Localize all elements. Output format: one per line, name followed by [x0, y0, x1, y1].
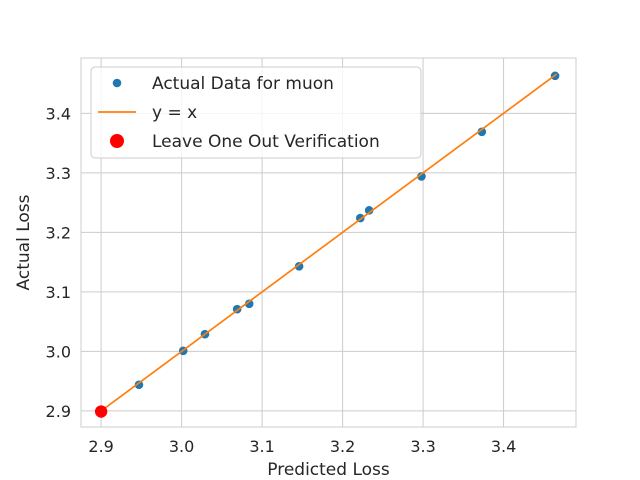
legend-marker-swatch [112, 78, 122, 88]
series-layer [94, 71, 560, 418]
x-axis-label: Predicted Loss [267, 460, 390, 480]
y-tick-label: 3.3 [46, 164, 71, 183]
legend-label: y = x [152, 103, 197, 123]
y-axis: 2.9 3.0 3.1 3.2 3.3 3.4 [46, 104, 71, 421]
x-tick-label: 3.1 [249, 437, 274, 456]
y-tick-label: 3.2 [46, 223, 71, 242]
plot-frame [80, 57, 577, 428]
data-point [294, 262, 304, 271]
data-point [134, 380, 144, 390]
x-tick-label: 3.0 [169, 437, 194, 456]
x-tick-label: 3.2 [330, 437, 355, 456]
data-point [477, 127, 487, 137]
legend-label: Actual Data for muon [152, 74, 334, 94]
x-tick-label: 3.3 [410, 437, 435, 456]
data-point [244, 299, 254, 309]
legend-box [90, 66, 422, 159]
x-tick-label: 3.4 [491, 437, 516, 456]
y-axis-label: Actual Loss [14, 194, 34, 290]
y-tick-label: 3.0 [46, 342, 71, 361]
data-point [364, 206, 374, 215]
verification-point [94, 405, 108, 418]
legend-label: Leave One Out Verification [152, 132, 380, 152]
y-tick-label: 3.1 [46, 283, 71, 302]
x-axis: 2.9 3.0 3.1 3.2 3.3 3.4 [88, 437, 516, 456]
legend-marker-swatch [110, 134, 124, 148]
data-point [417, 172, 426, 181]
y-tick-label: 3.4 [46, 104, 71, 123]
legend: Actual Data for muon y = x Leave One Out V… [90, 66, 422, 159]
x-tick-label: 2.9 [88, 437, 113, 456]
series-line [100, 73, 558, 412]
y-tick-label: 2.9 [46, 402, 71, 421]
